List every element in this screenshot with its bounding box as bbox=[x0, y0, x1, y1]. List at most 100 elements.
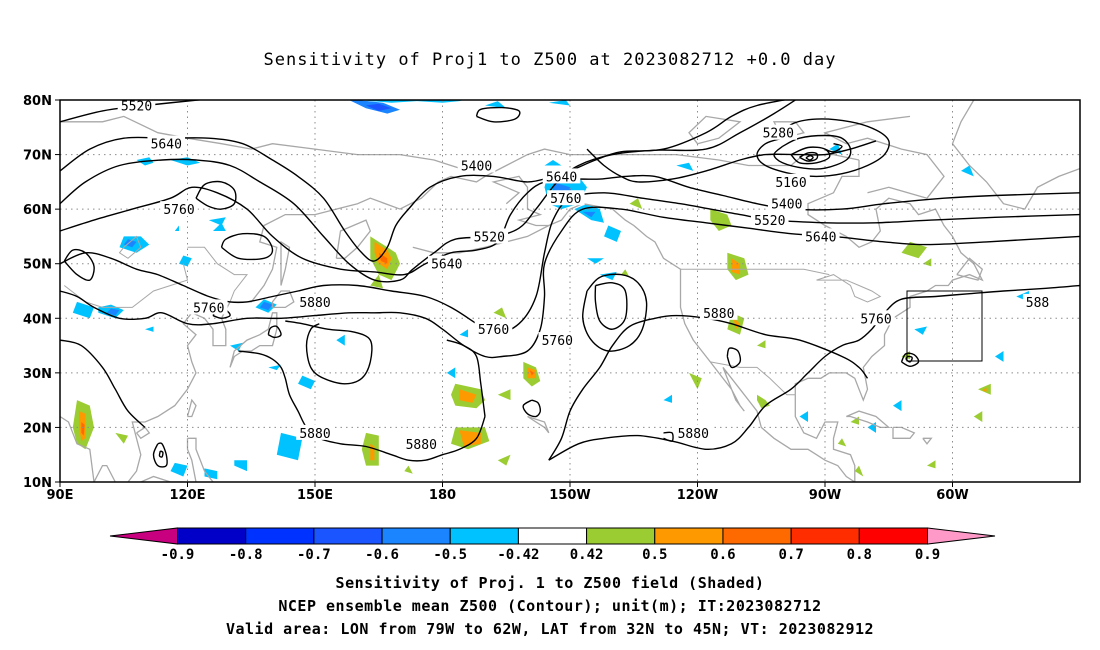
contour-label: 5280 bbox=[763, 127, 794, 142]
sensitivity-patch bbox=[72, 301, 94, 319]
z500-contour bbox=[158, 450, 164, 458]
z500-contour bbox=[582, 273, 648, 352]
border-line bbox=[680, 268, 830, 276]
colorbar-segment bbox=[858, 527, 928, 545]
z500-contour bbox=[60, 206, 1080, 359]
z500-contour bbox=[238, 350, 486, 462]
z500-contour bbox=[756, 118, 890, 178]
z500-contour bbox=[586, 140, 877, 183]
contour-label-bg bbox=[296, 293, 334, 309]
sensitivity-patch bbox=[548, 100, 570, 106]
sensitivity-patch bbox=[676, 162, 694, 171]
sensitivity-patch bbox=[208, 217, 226, 226]
sensitivity-patch bbox=[629, 198, 643, 210]
z500-contour bbox=[267, 325, 282, 339]
contour-label: 5640 bbox=[546, 170, 577, 185]
sensitivity-patch bbox=[336, 334, 345, 346]
z500-contour bbox=[805, 154, 814, 161]
contour-label: 5520 bbox=[754, 214, 785, 229]
sensitivity-patch bbox=[663, 394, 672, 403]
z500-contour bbox=[548, 284, 1080, 461]
coastline bbox=[271, 290, 295, 309]
coastline bbox=[186, 437, 214, 482]
z500-contour bbox=[475, 106, 521, 123]
lon-tick-label: 120E bbox=[169, 488, 205, 503]
contour-label: 5520 bbox=[121, 99, 152, 114]
contour-label: 5760 bbox=[860, 312, 891, 327]
z500-contour bbox=[220, 232, 274, 261]
colorbar-segment bbox=[517, 527, 588, 545]
coastline bbox=[229, 312, 278, 368]
z500-contour bbox=[522, 399, 542, 418]
contour-label: 5400 bbox=[461, 159, 492, 174]
z500-contour bbox=[446, 339, 486, 417]
contour-label: 5760 bbox=[193, 301, 224, 316]
sensitivity-patch bbox=[757, 394, 770, 409]
border-line bbox=[118, 235, 142, 259]
sensitivity-patch bbox=[961, 165, 974, 177]
lat-tick-label: 20N bbox=[23, 421, 52, 436]
contour-label-bg bbox=[546, 190, 585, 206]
sensitivity-patch bbox=[145, 326, 154, 332]
contour-label: 5640 bbox=[431, 258, 462, 273]
coastline bbox=[956, 257, 984, 281]
colorbar-high-triangle bbox=[927, 527, 996, 545]
sensitivity-patch bbox=[529, 370, 534, 376]
lon-tick-label: 180 bbox=[429, 488, 456, 503]
z500-contour bbox=[799, 151, 819, 162]
sensitivity-patch bbox=[799, 411, 808, 422]
contour-label-bg bbox=[857, 310, 895, 326]
z500-contour bbox=[594, 281, 628, 330]
contour-label: 5760 bbox=[542, 334, 573, 349]
sensitivity-patch bbox=[757, 340, 766, 349]
contour-label: 588 bbox=[1026, 296, 1049, 311]
border-line bbox=[816, 274, 882, 303]
z500-contour bbox=[60, 100, 797, 283]
contour-label-bg bbox=[470, 228, 509, 244]
sensitivity-patch bbox=[893, 400, 902, 412]
sensitivity-patch bbox=[179, 255, 192, 267]
contour-label-bg bbox=[1022, 293, 1053, 309]
colorbar-level-label: -0.6 bbox=[365, 547, 399, 560]
coastline bbox=[527, 415, 550, 434]
z500-contour bbox=[663, 431, 674, 442]
coastline bbox=[922, 437, 933, 445]
z500-contour bbox=[726, 347, 742, 369]
coastline bbox=[823, 115, 945, 199]
sensitivity-patch bbox=[901, 241, 927, 259]
sensitivity-patch bbox=[370, 443, 375, 461]
sensitivity-patch bbox=[298, 375, 315, 390]
contour-label: 5760 bbox=[163, 203, 194, 218]
contour-label: 5400 bbox=[771, 198, 802, 213]
colorbar-low-triangle bbox=[109, 527, 178, 545]
border-line bbox=[187, 246, 249, 303]
coastline bbox=[335, 219, 372, 259]
coastline bbox=[794, 160, 984, 402]
z500-contour bbox=[63, 248, 95, 282]
z500-contour bbox=[285, 320, 373, 385]
valid-area-box bbox=[906, 290, 983, 362]
contour-label-bg bbox=[296, 424, 334, 440]
contour-label-bg bbox=[772, 173, 810, 189]
lat-tick-label: 70N bbox=[23, 149, 52, 164]
sensitivity-patch bbox=[230, 342, 243, 351]
colorbar-level-label: -0.42 bbox=[497, 547, 539, 560]
colorbar-segment bbox=[722, 527, 792, 545]
sensitivity-patch bbox=[459, 389, 477, 403]
lon-tick-label: 90W bbox=[809, 488, 841, 503]
lon-tick-label: 150E bbox=[297, 488, 333, 503]
contour-label-bg bbox=[147, 135, 186, 151]
contour-label: 5880 bbox=[299, 296, 330, 311]
contour-label-bg bbox=[538, 332, 577, 348]
colorbar-segment bbox=[381, 527, 451, 545]
contour-label-bg bbox=[699, 304, 738, 320]
z500-contour bbox=[824, 143, 843, 153]
z500-contour bbox=[152, 442, 168, 468]
coastline bbox=[794, 394, 856, 482]
contour-label-bg bbox=[759, 124, 798, 140]
lat-tick-label: 30N bbox=[23, 367, 52, 382]
z500-contour bbox=[195, 180, 237, 210]
sensitivity-patch bbox=[731, 258, 740, 275]
